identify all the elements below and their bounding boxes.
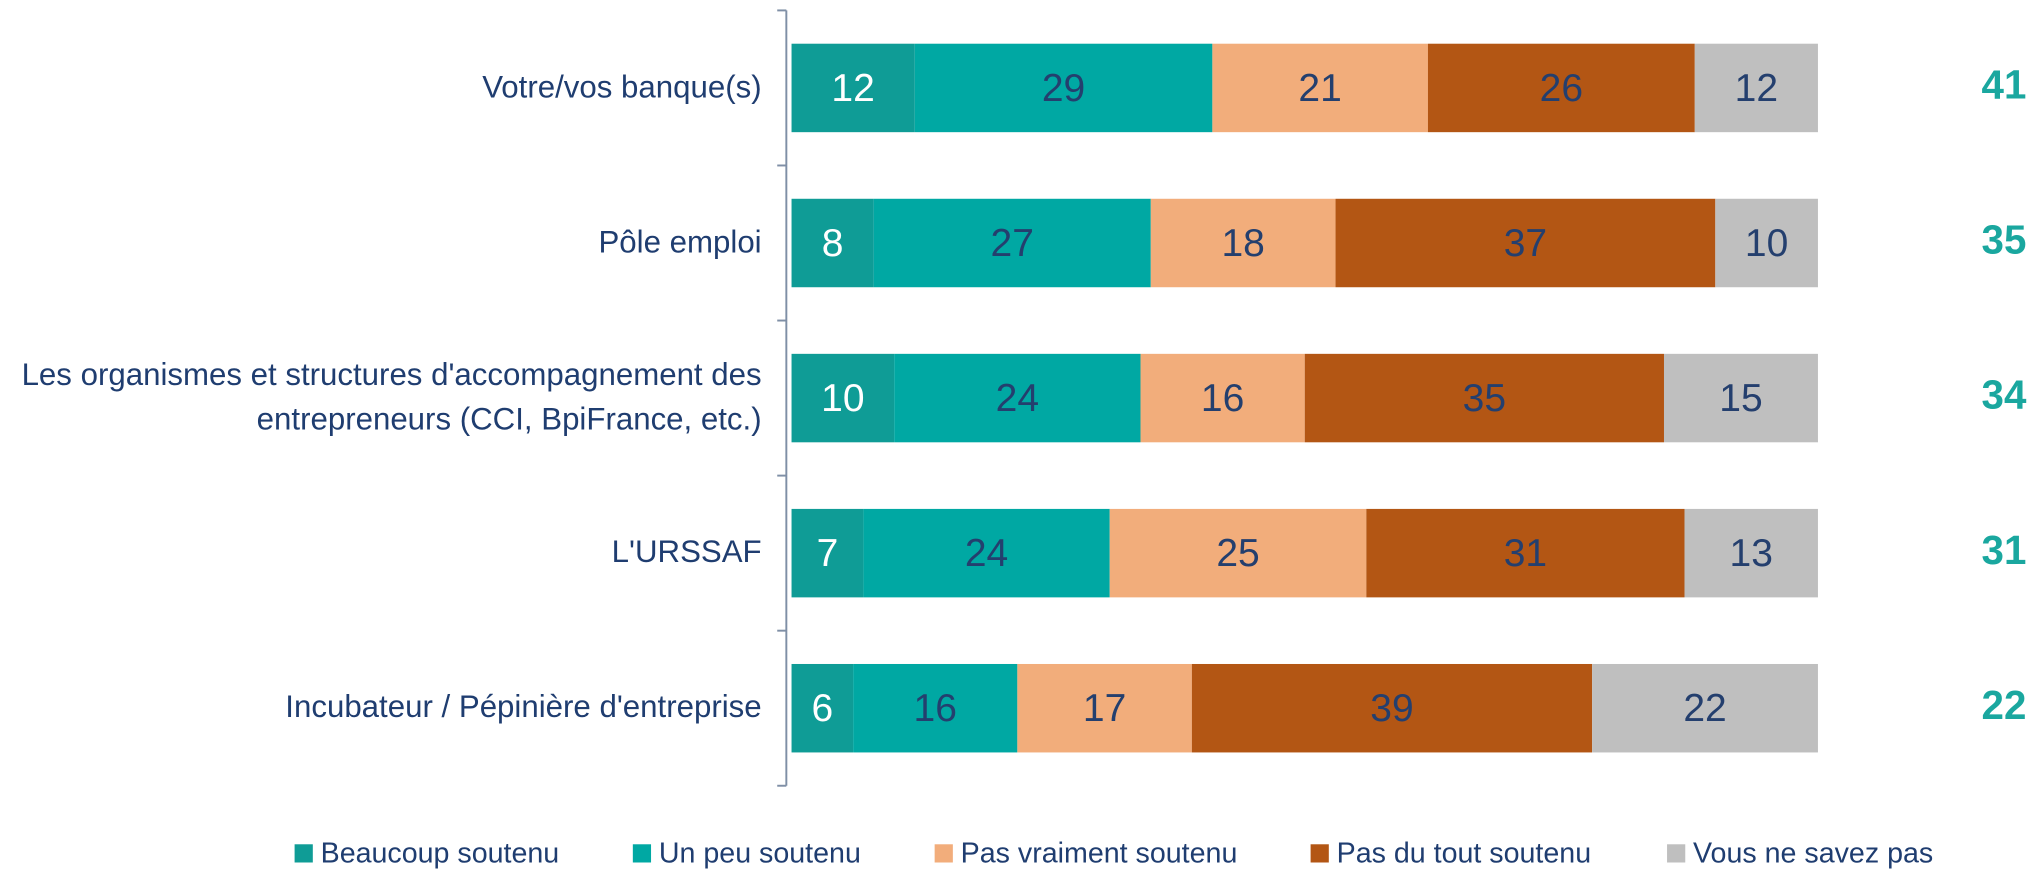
value-label: 37 <box>1504 222 1547 265</box>
total-label: 41 <box>1982 62 2027 108</box>
total-label: 31 <box>1982 527 2027 573</box>
total-label: 22 <box>1982 682 2027 728</box>
bar-segment <box>914 43 1213 133</box>
bar-segment <box>1335 198 1716 288</box>
value-label: 15 <box>1719 377 1762 420</box>
value-label: 18 <box>1221 222 1264 265</box>
category-label-box: Pôle emploi <box>598 224 762 260</box>
legend-swatch <box>294 844 313 863</box>
bar-segment <box>1663 353 1818 443</box>
legend-label: Pas vraiment soutenu <box>961 837 1238 869</box>
total-label: 35 <box>1982 217 2027 263</box>
value-label: 31 <box>1504 532 1547 575</box>
value-label: 22 <box>1683 687 1726 730</box>
legend-swatch <box>934 844 953 863</box>
category-label-box: Les organismes et structures d'accompagn… <box>21 357 762 438</box>
bar-segment <box>791 508 864 598</box>
category-label: L'URSSAF <box>611 534 762 571</box>
value-label: 24 <box>996 377 1039 420</box>
bar-segment <box>1715 198 1818 288</box>
total-label: 34 <box>1982 372 2027 418</box>
bar-segment <box>791 198 874 288</box>
bar-segment <box>1427 43 1695 133</box>
value-label: 24 <box>965 532 1008 575</box>
bar-segment <box>863 508 1110 598</box>
legend-swatch <box>632 844 652 863</box>
bar-segment <box>1212 43 1428 133</box>
value-label: 39 <box>1370 687 1413 730</box>
category-label-box: Incubateur / Pépinière d'entreprise <box>285 689 762 726</box>
bar-segment <box>873 198 1151 288</box>
legend-swatch <box>1667 844 1686 863</box>
bar-segment <box>1017 663 1192 753</box>
category-label: Les organismes et structures d'accompagn… <box>21 357 762 438</box>
value-label: 21 <box>1298 67 1341 110</box>
value-label: 27 <box>991 222 1034 265</box>
legend-label: Beaucoup soutenu <box>321 837 560 869</box>
value-label: 16 <box>914 687 957 730</box>
bar-segment <box>1109 508 1367 598</box>
bar-segment <box>1304 353 1664 443</box>
bar-segment <box>1191 663 1593 753</box>
bar-segment <box>1366 508 1685 598</box>
legend-swatch <box>1310 844 1329 863</box>
value-label: 12 <box>1735 67 1778 110</box>
bar-segment <box>791 663 854 753</box>
value-label: 6 <box>811 687 833 730</box>
legend-label: Vous ne savez pas <box>1693 837 1933 869</box>
value-label: 17 <box>1083 687 1126 730</box>
category-label: Pôle emploi <box>598 224 762 260</box>
category-label-box: L'URSSAF <box>611 534 762 571</box>
value-label: 29 <box>1042 67 1085 110</box>
value-label: 8 <box>822 222 844 265</box>
value-label: 12 <box>831 67 874 110</box>
value-label: 7 <box>817 532 839 575</box>
value-label: 25 <box>1216 532 1259 575</box>
value-label: 16 <box>1201 377 1244 420</box>
value-label: 13 <box>1730 532 1773 575</box>
legend-label: Pas du tout soutenu <box>1337 837 1592 869</box>
bar-segment <box>1150 198 1336 288</box>
value-label: 10 <box>1745 222 1788 265</box>
bar-segment <box>791 353 895 443</box>
value-label: 35 <box>1463 377 1506 420</box>
bar-segment <box>1592 663 1818 753</box>
value-label: 10 <box>821 377 864 420</box>
category-label: Incubateur / Pépinière d'entreprise <box>285 689 762 726</box>
bar-segment <box>1140 353 1305 443</box>
category-label-box: Votre/vos banque(s) <box>482 69 762 105</box>
legend-label: Un peu soutenu <box>659 837 861 869</box>
value-label: 26 <box>1540 67 1583 110</box>
bar-segment <box>853 663 1018 753</box>
category-label: Votre/vos banque(s) <box>482 69 762 105</box>
bar-segment <box>791 43 915 133</box>
bar-segment <box>894 353 1141 443</box>
bar-segment <box>1684 508 1818 598</box>
bar-segment <box>1694 43 1818 133</box>
